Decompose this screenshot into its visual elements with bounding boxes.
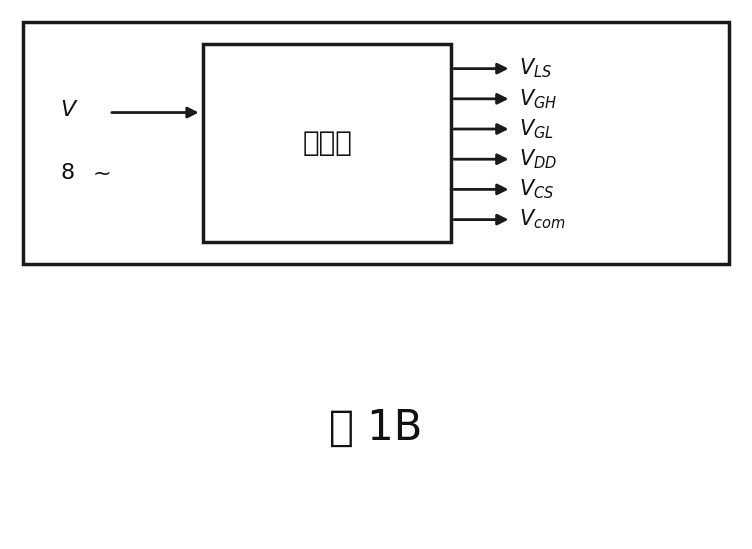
Text: $V_{CS}$: $V_{CS}$	[519, 178, 554, 201]
Text: 8: 8	[61, 163, 74, 183]
Text: $V_{GH}$: $V_{GH}$	[519, 87, 557, 110]
Text: $V_{DD}$: $V_{DD}$	[519, 148, 557, 171]
Text: 变压器: 变压器	[302, 128, 352, 157]
Text: 图 1B: 图 1B	[329, 407, 423, 449]
Text: $V_{com}$: $V_{com}$	[519, 208, 566, 231]
Bar	[23, 22, 729, 264]
Text: V: V	[60, 100, 75, 120]
Text: $V_{GL}$: $V_{GL}$	[519, 117, 553, 141]
Text: $V_{LS}$: $V_{LS}$	[519, 57, 552, 80]
Text: ~: ~	[92, 164, 111, 184]
Bar	[203, 44, 451, 242]
